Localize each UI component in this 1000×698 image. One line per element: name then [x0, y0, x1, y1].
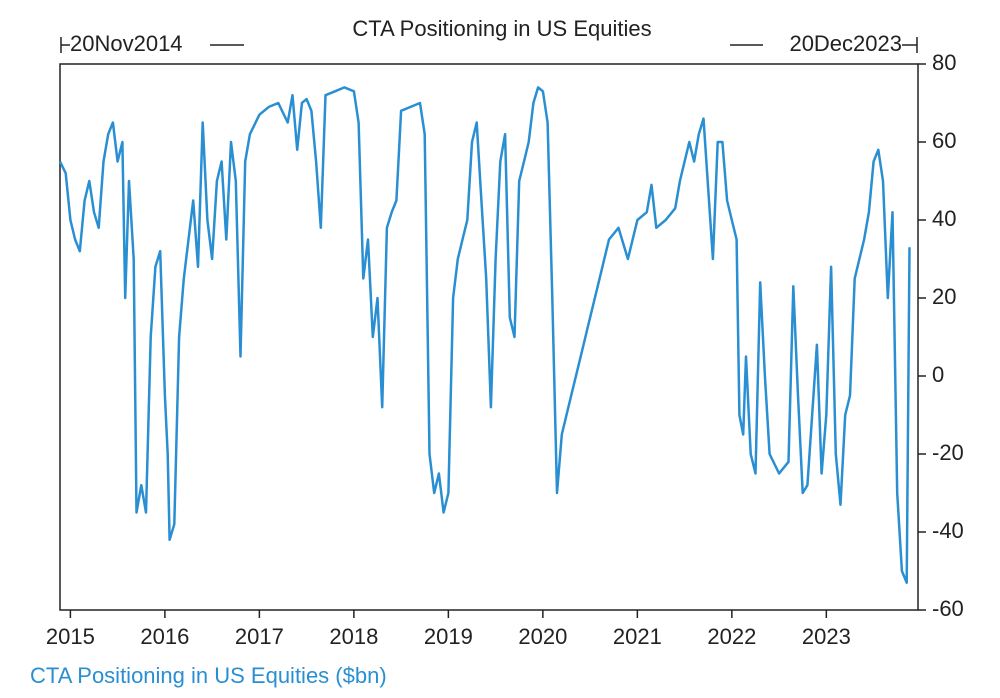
x-tick-label: 2017	[235, 624, 284, 649]
plot-frame	[59, 63, 919, 611]
date-range-markers	[60, 37, 918, 53]
y-tick-label: -60	[932, 596, 964, 621]
series-line	[58, 86, 911, 584]
legend-label: CTA Positioning in US Equities ($bn)	[30, 663, 387, 688]
start-label: 20Nov2014	[70, 31, 183, 56]
y-tick-label: -40	[932, 518, 964, 543]
x-tick-label: 2019	[424, 624, 473, 649]
y-tick-label: 60	[932, 128, 956, 153]
end-label: 20Dec2023	[789, 31, 902, 56]
y-tick-label: -20	[932, 440, 964, 465]
y-tick-label: 80	[932, 50, 956, 75]
x-tick-label: 2023	[802, 624, 851, 649]
x-tick-label: 2021	[613, 624, 662, 649]
x-tick-label: 2016	[140, 624, 189, 649]
x-tick-label: 2015	[46, 624, 95, 649]
y-tick-label: 0	[932, 362, 944, 387]
chart-title: CTA Positioning in US Equities	[352, 16, 651, 41]
x-tick-label: 2018	[329, 624, 378, 649]
x-tick-label: 2022	[707, 624, 756, 649]
y-tick-label: 40	[932, 206, 956, 231]
x-tick-label: 2020	[518, 624, 567, 649]
y-tick-label: 20	[932, 284, 956, 309]
